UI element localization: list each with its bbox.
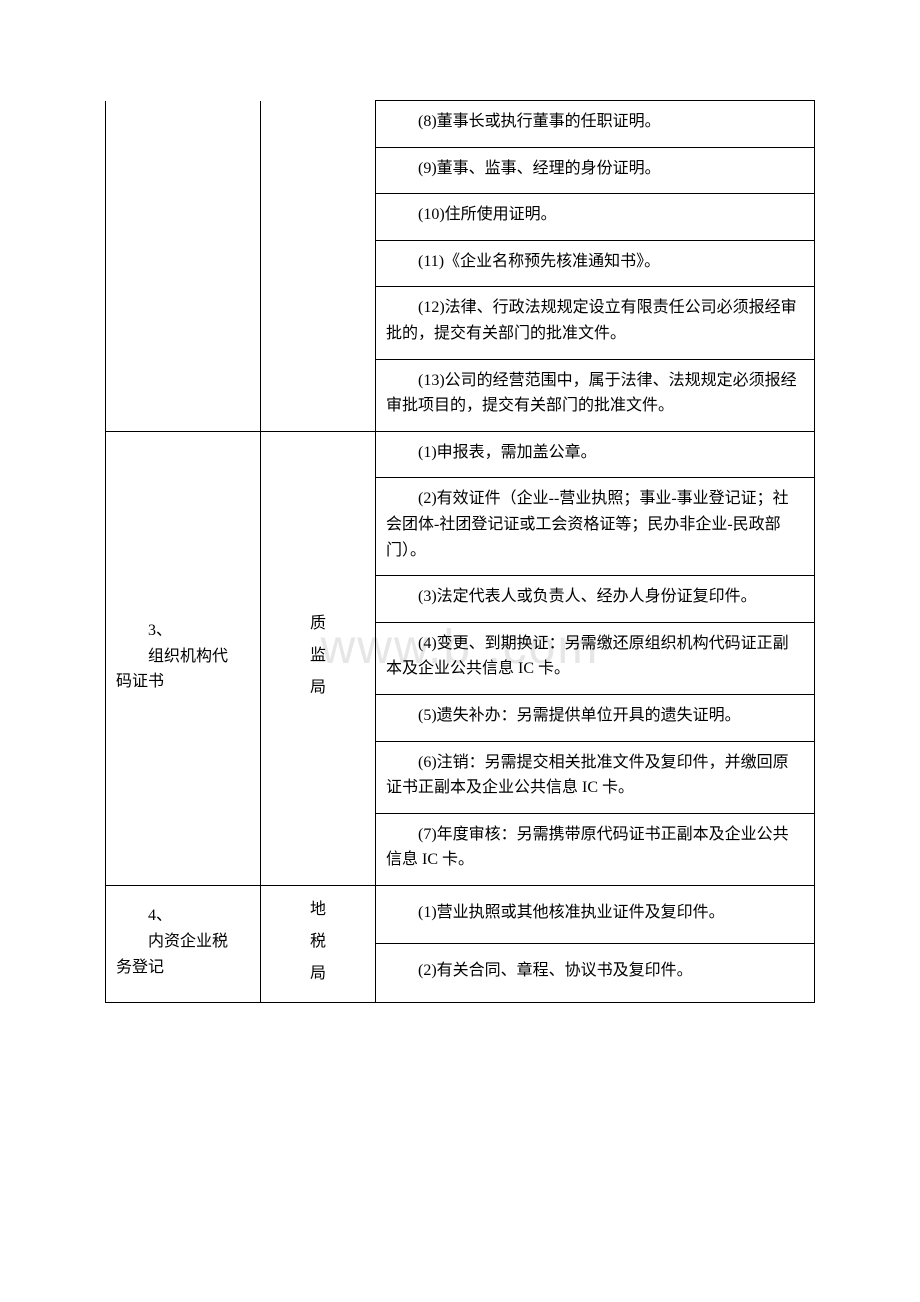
section3-dept-cell: 地 税 局 <box>261 885 376 1002</box>
section2-item-6: (6)注销：另需提交相关批准文件及复印件，并缴回原证书正副本及企业公共信息 IC… <box>376 741 815 813</box>
section2-item-7: (7)年度审核：另需携带原代码证书正副本及企业公共信息 IC 卡。 <box>376 813 815 885</box>
section1-label-cell <box>106 101 261 432</box>
section3-item-1: (1)营业执照或其他核准执业证件及复印件。 <box>376 885 815 944</box>
section2-dept-cell: 质 监 局 <box>261 431 376 885</box>
section3-number: 4、 <box>116 903 250 929</box>
dept-char-2: 税 <box>271 926 365 958</box>
section2-item-1: (1)申报表，需加盖公章。 <box>376 431 815 478</box>
section2-item-5: (5)遗失补办：另需提供单位开具的遗失证明。 <box>376 694 815 741</box>
section2-label-cell: 3、 组织机构代 码证书 <box>106 431 261 885</box>
section2-item-2: (2)有效证件（企业--营业执照；事业-事业登记证；社会团体-社团登记证或工会资… <box>376 478 815 576</box>
section2-item-3: (3)法定代表人或负责人、经办人身份证复印件。 <box>376 576 815 623</box>
section1-item-9: (9)董事、监事、经理的身份证明。 <box>376 147 815 194</box>
dept-char-3: 局 <box>271 958 365 990</box>
table-row: (8)董事长或执行董事的任职证明。 <box>106 101 815 148</box>
section1-dept-cell <box>261 101 376 432</box>
dept-char-1: 质 <box>271 608 365 640</box>
procedures-table: (8)董事长或执行董事的任职证明。 (9)董事、监事、经理的身份证明。 (10)… <box>105 100 815 1003</box>
section3-item-2: (2)有关合同、章程、协议书及复印件。 <box>376 944 815 1003</box>
section2-title-line2: 码证书 <box>116 669 250 695</box>
dept-char-3: 局 <box>271 672 365 704</box>
table-row: 3、 组织机构代 码证书 质 监 局 (1)申报表，需加盖公章。 <box>106 431 815 478</box>
dept-char-2: 监 <box>271 640 365 672</box>
section2-item-4: (4)变更、到期换证：另需缴还原组织机构代码证正副本及企业公共信息 IC 卡。 <box>376 622 815 694</box>
table-row: 4、 内资企业税 务登记 地 税 局 (1)营业执照或其他核准执业证件及复印件。 <box>106 885 815 944</box>
section2-number: 3、 <box>116 618 250 644</box>
section1-item-11: (11)《企业名称预先核准通知书》。 <box>376 240 815 287</box>
section2-title-line1: 组织机构代 <box>116 644 250 670</box>
section1-item-10: (10)住所使用证明。 <box>376 194 815 241</box>
dept-char-1: 地 <box>271 894 365 926</box>
section1-item-13: (13)公司的经营范围中，属于法律、法规规定必须报经审批项目的，提交有关部门的批… <box>376 359 815 431</box>
section1-item-8: (8)董事长或执行董事的任职证明。 <box>376 101 815 148</box>
section1-item-12: (12)法律、行政法规规定设立有限责任公司必须报经审批的，提交有关部门的批准文件… <box>376 287 815 359</box>
section3-label-cell: 4、 内资企业税 务登记 <box>106 885 261 1002</box>
section3-title-line1: 内资企业税 <box>116 929 250 955</box>
section3-title-line2: 务登记 <box>116 955 250 981</box>
